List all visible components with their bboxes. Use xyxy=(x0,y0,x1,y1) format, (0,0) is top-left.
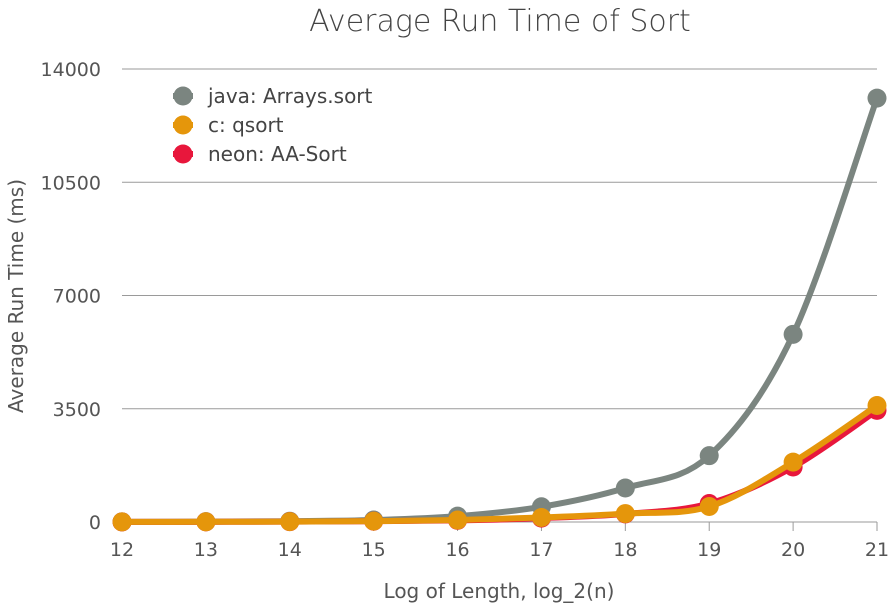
y-tick-label: 14000 xyxy=(41,59,101,81)
legend-marker xyxy=(173,144,193,164)
data-point xyxy=(615,504,635,524)
data-point xyxy=(280,512,300,532)
data-point xyxy=(867,88,887,108)
legend-item: c: qsort xyxy=(173,113,284,137)
series-line xyxy=(119,402,880,525)
legend-label: c: qsort xyxy=(208,113,284,137)
legend-label: java: Arrays.sort xyxy=(207,84,373,108)
x-tick-label: 20 xyxy=(781,539,805,561)
y-axis-title: Average Run Time (ms) xyxy=(4,179,28,413)
legend-marker xyxy=(173,115,193,135)
data-point xyxy=(699,496,719,516)
data-point xyxy=(867,396,887,416)
legend-item: neon: AA-Sort xyxy=(173,142,347,166)
legend-marker xyxy=(173,86,193,106)
x-tick-label: 13 xyxy=(194,539,218,561)
data-point xyxy=(783,452,803,472)
series-2 xyxy=(112,396,887,532)
x-tick-label: 15 xyxy=(362,539,386,561)
x-tick-label: 21 xyxy=(865,539,889,561)
y-tick-label: 10500 xyxy=(41,172,101,194)
legend-label: neon: AA-Sort xyxy=(208,142,347,166)
x-tick-label: 14 xyxy=(278,539,302,561)
data-point xyxy=(112,512,132,532)
x-tick-label: 16 xyxy=(445,539,469,561)
data-point xyxy=(615,478,635,498)
legend-item: java: Arrays.sort xyxy=(173,84,373,108)
chart-title: Average Run Time of Sort xyxy=(309,4,691,39)
y-tick-label: 3500 xyxy=(53,399,101,421)
y-axis-ticks: 0 3500 7000 10500 14000 xyxy=(41,59,101,534)
data-point xyxy=(448,510,468,530)
x-tick-label: 12 xyxy=(110,539,134,561)
series xyxy=(112,88,887,532)
series-line xyxy=(119,407,880,525)
x-tick-label: 18 xyxy=(613,539,637,561)
data-point xyxy=(783,324,803,344)
x-tick-label: 19 xyxy=(697,539,721,561)
y-tick-label: 7000 xyxy=(53,286,101,308)
x-axis-ticks: 12 13 14 15 16 17 18 19 20 21 xyxy=(110,522,889,561)
legend: java: Arrays.sort c: qsort neon: AA-Sort xyxy=(173,84,373,166)
x-axis-title: Log of Length, log_2(n) xyxy=(384,579,615,603)
data-point xyxy=(364,511,384,531)
y-tick-label: 0 xyxy=(89,512,101,534)
data-point xyxy=(531,507,551,527)
data-point xyxy=(699,446,719,466)
x-tick-label: 17 xyxy=(529,539,553,561)
data-point xyxy=(196,512,216,532)
